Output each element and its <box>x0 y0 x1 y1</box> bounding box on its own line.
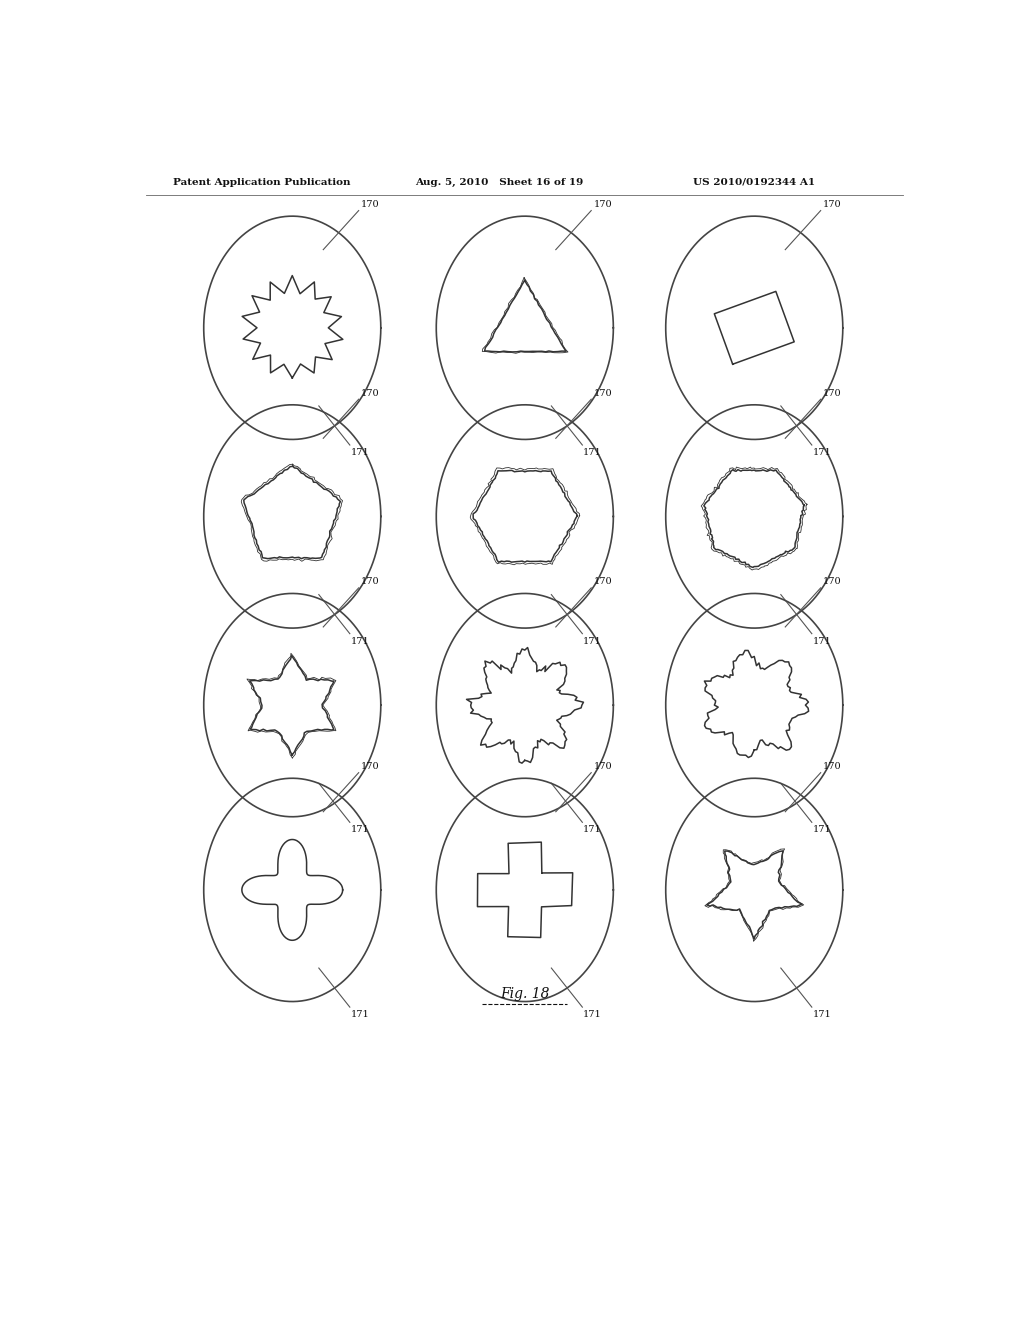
Text: 170: 170 <box>823 388 842 397</box>
Text: 170: 170 <box>361 577 380 586</box>
Text: 170: 170 <box>823 201 842 209</box>
Text: 170: 170 <box>594 201 612 209</box>
Text: 170: 170 <box>361 762 380 771</box>
Text: 170: 170 <box>594 762 612 771</box>
Text: 170: 170 <box>361 388 380 397</box>
Text: 171: 171 <box>813 636 831 645</box>
Text: 171: 171 <box>350 825 370 834</box>
Text: 171: 171 <box>583 447 602 457</box>
Text: Fig. 18: Fig. 18 <box>500 987 550 1001</box>
Text: 170: 170 <box>594 577 612 586</box>
Text: 170: 170 <box>823 577 842 586</box>
Text: 170: 170 <box>361 201 380 209</box>
Text: 171: 171 <box>813 447 831 457</box>
Text: Patent Application Publication: Patent Application Publication <box>173 178 350 186</box>
Text: 170: 170 <box>823 762 842 771</box>
Text: Aug. 5, 2010   Sheet 16 of 19: Aug. 5, 2010 Sheet 16 of 19 <box>416 178 584 186</box>
Text: US 2010/0192344 A1: US 2010/0192344 A1 <box>692 178 815 186</box>
Text: 170: 170 <box>594 388 612 397</box>
Text: 171: 171 <box>350 636 370 645</box>
Text: 171: 171 <box>350 1010 370 1019</box>
Text: 171: 171 <box>583 636 602 645</box>
Text: 171: 171 <box>583 1010 602 1019</box>
Text: 171: 171 <box>350 447 370 457</box>
Text: 171: 171 <box>813 825 831 834</box>
Text: 171: 171 <box>813 1010 831 1019</box>
Text: 171: 171 <box>583 825 602 834</box>
